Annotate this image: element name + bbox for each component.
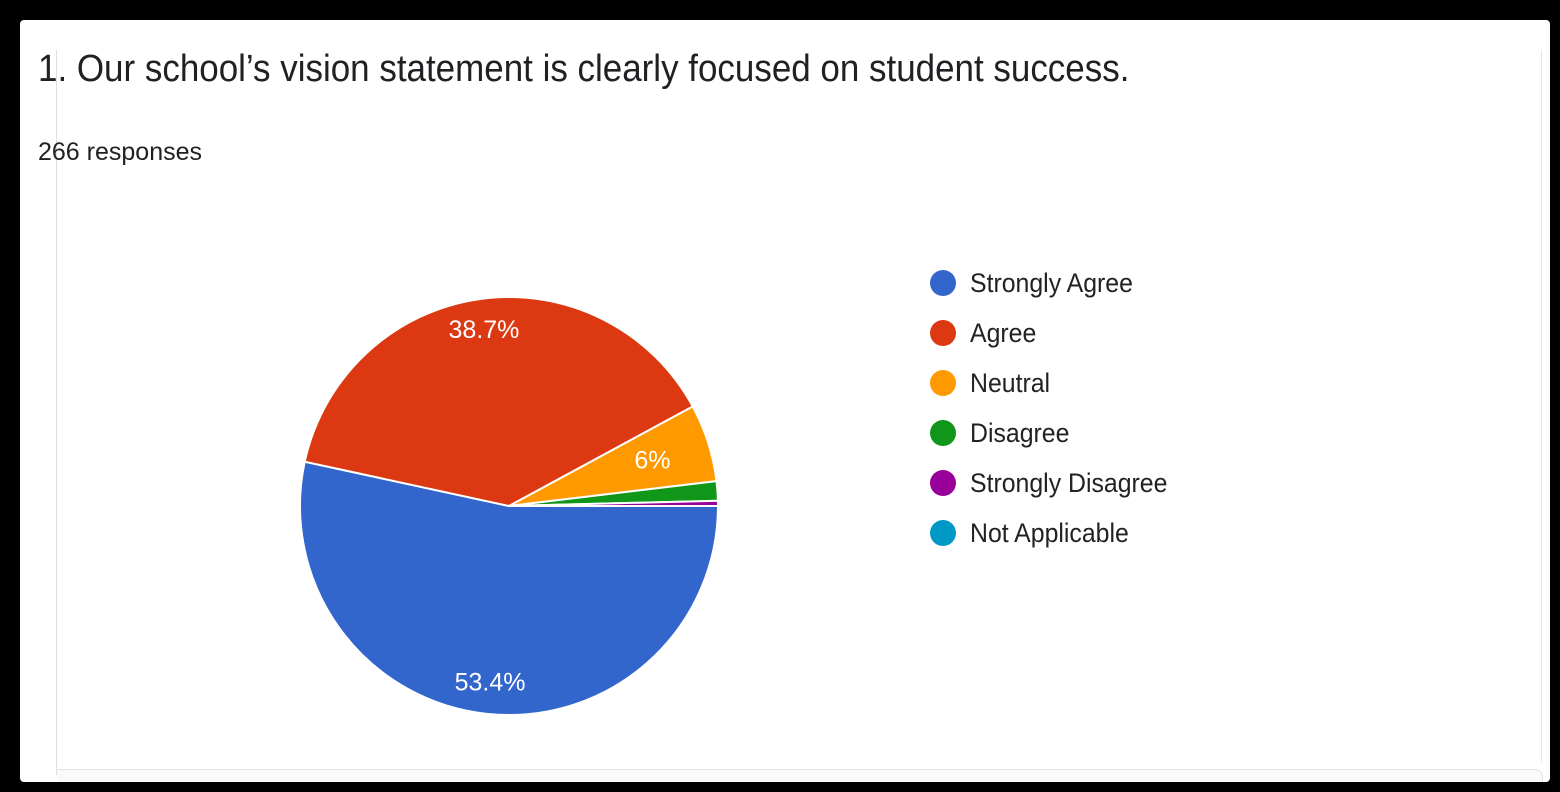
- legend-item-not-applicable: Not Applicable: [930, 508, 1185, 558]
- card-right-border: [1541, 50, 1542, 762]
- data-label-agree: 38.7%: [449, 316, 520, 344]
- legend-swatch-strongly-agree: [930, 270, 956, 296]
- legend-item-strongly-disagree: Strongly Disagree: [930, 458, 1185, 508]
- pie-slice-strongly-agree: [299, 460, 720, 716]
- legend-swatch-disagree: [930, 420, 956, 446]
- legend-label-agree: Agree: [970, 317, 1037, 348]
- card-left-border: [56, 50, 57, 775]
- chart-legend: Strongly Agree Agree Neutral Disagree Strong…: [930, 258, 1185, 558]
- pie-slices: [299, 296, 720, 716]
- pie-slice-strongly-disagree: [508, 499, 720, 507]
- legend-label-neutral: Neutral: [970, 367, 1051, 398]
- legend-item-neutral: Neutral: [930, 358, 1185, 408]
- legend-swatch-strongly-disagree: [930, 470, 956, 496]
- legend-label-strongly-disagree: Strongly Disagree: [970, 467, 1168, 498]
- legend-label-disagree: Disagree: [970, 417, 1070, 448]
- legend-swatch-not-applicable: [930, 520, 956, 546]
- next-card-edge: [57, 769, 1543, 782]
- response-count: 266 responses: [38, 138, 203, 166]
- legend-label-not-applicable: Not Applicable: [970, 517, 1129, 548]
- data-label-neutral: 6%: [634, 446, 670, 474]
- pie-data-labels: 53.4% 38.7% 6%: [449, 316, 671, 697]
- question-title: 1. Our school’s vision statement is clea…: [38, 48, 1130, 90]
- legend-label-strongly-agree: Strongly Agree: [970, 267, 1133, 298]
- legend-item-agree: Agree: [930, 308, 1185, 358]
- legend-swatch-agree: [930, 320, 956, 346]
- data-label-strongly-agree: 53.4%: [455, 669, 526, 697]
- legend-swatch-neutral: [930, 370, 956, 396]
- question-card: [20, 20, 1550, 782]
- pie-slice-agree: [303, 296, 695, 508]
- legend-item-disagree: Disagree: [930, 408, 1185, 458]
- legend-item-strongly-agree: Strongly Agree: [930, 258, 1185, 308]
